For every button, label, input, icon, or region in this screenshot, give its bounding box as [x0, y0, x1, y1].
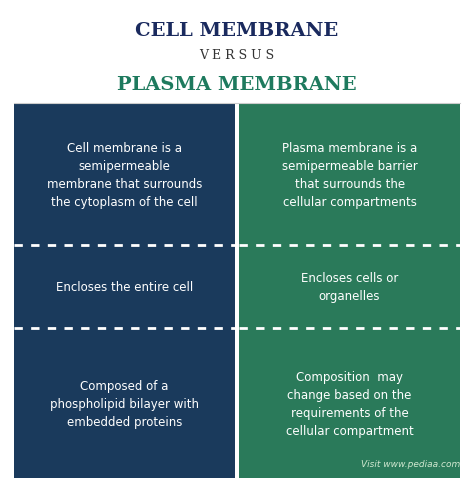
Text: PLASMA MEMBRANE: PLASMA MEMBRANE	[117, 76, 357, 94]
Text: V E R S U S: V E R S U S	[200, 49, 274, 62]
Text: Encloses cells or
organelles: Encloses cells or organelles	[301, 272, 398, 303]
Bar	[239, 103, 460, 246]
Bar	[14, 103, 235, 246]
Bar	[14, 246, 235, 328]
Bar	[239, 246, 460, 328]
Text: Plasma membrane is a
semipermeable barrier
that surrounds the
cellular compartme: Plasma membrane is a semipermeable barri…	[282, 141, 418, 208]
Text: Cell membrane is a
semipermeable
membrane that surrounds
the cytoplasm of the ce: Cell membrane is a semipermeable membran…	[47, 141, 202, 208]
Bar	[14, 328, 235, 478]
Text: Encloses the entire cell: Encloses the entire cell	[56, 281, 193, 294]
Text: Composed of a
phospholipid bilayer with
embedded proteins: Composed of a phospholipid bilayer with …	[50, 379, 199, 428]
Text: Composition  may
change based on the
requirements of the
cellular compartment: Composition may change based on the requ…	[286, 370, 413, 437]
Bar	[239, 328, 460, 478]
Text: CELL MEMBRANE: CELL MEMBRANE	[136, 22, 338, 40]
Text: Visit www.pediaa.com: Visit www.pediaa.com	[361, 460, 460, 468]
